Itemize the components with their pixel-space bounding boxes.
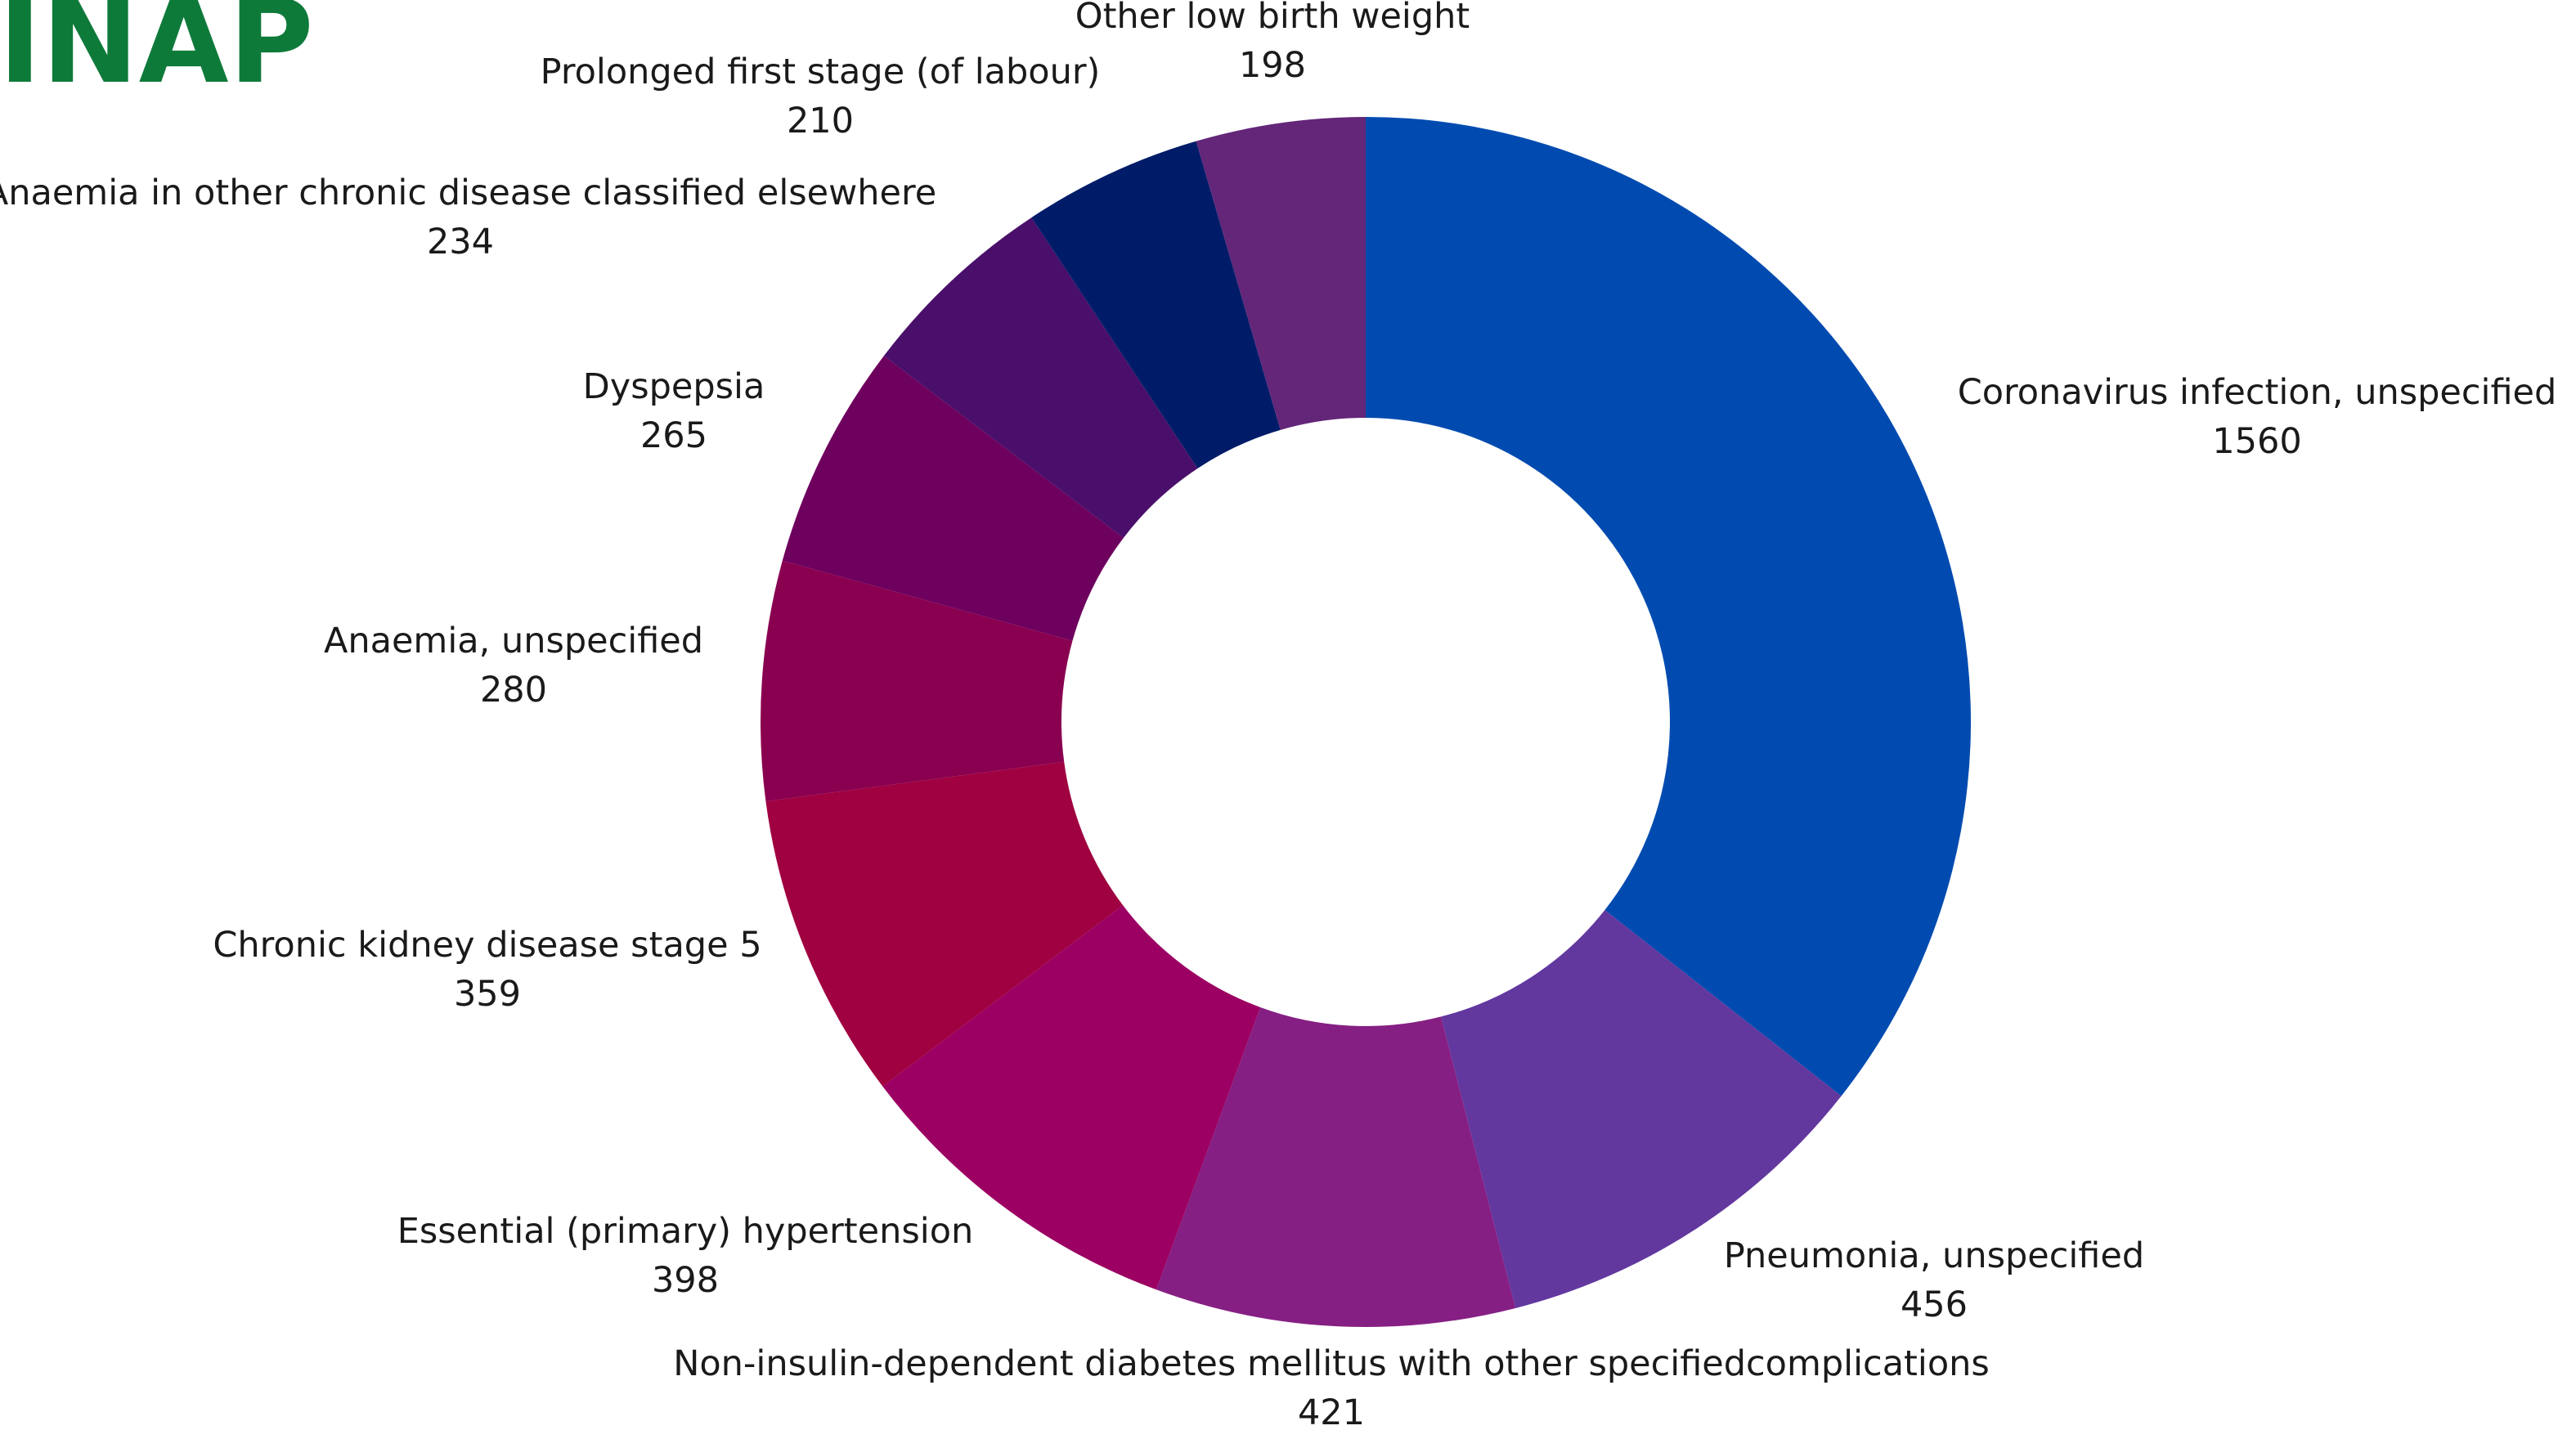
brand-title: INAP [0,0,314,110]
donut-slice [882,905,1261,1290]
slice-value: 265 [640,415,707,456]
slice-label: Other low birth weight [1075,0,1470,37]
slice-value: 421 [1298,1392,1365,1433]
donut-slice [883,217,1198,538]
slice-label: Essential (primary) hypertension [397,1211,974,1252]
slice-value: 234 [427,222,494,262]
slice-value: 210 [787,101,854,141]
slice-label: Coronavirus infection, unspecified [1958,372,2557,413]
slice-label: Dyspepsia [583,366,765,407]
slice-label: Anaemia, unspecified [324,621,703,661]
slice-value: 1560 [2212,421,2301,462]
donut-slice [1156,1006,1516,1327]
slice-label: Anaemia in other chronic disease classif… [0,173,936,213]
slice-value: 280 [480,670,547,711]
slice-label: Non-insulin-dependent diabetes mellitus … [673,1343,1990,1384]
donut-slice [760,560,1073,802]
slice-value: 359 [454,974,521,1015]
donut-slice [782,356,1124,641]
slice-label: Prolonged first stage (of labour) [541,52,1101,92]
slice-label: Chronic kidney disease stage 5 [213,925,761,966]
slice-label: Pneumonia, unspecified [1724,1235,2144,1276]
donut-slice [1441,909,1842,1308]
slice-value: 398 [652,1260,719,1301]
donut-slice [1196,117,1366,430]
donut-slice [1031,141,1281,468]
slice-value: 456 [1901,1284,1968,1325]
donut-slice [765,761,1124,1087]
slice-value: 198 [1239,45,1306,86]
donut-slices [760,117,1972,1327]
donut-slice [1366,117,1972,1096]
